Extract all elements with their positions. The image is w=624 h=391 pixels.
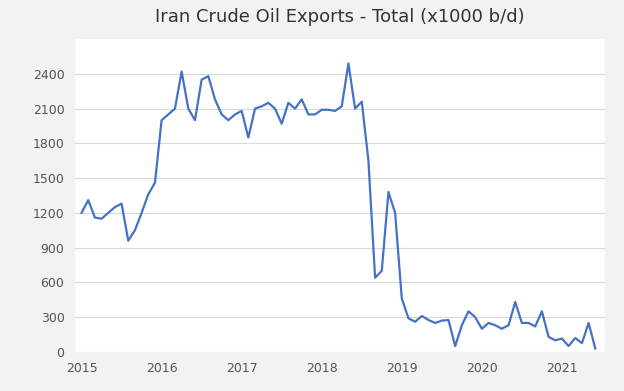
Title: Iran Crude Oil Exports - Total (x1000 b/d): Iran Crude Oil Exports - Total (x1000 b/…	[155, 9, 525, 27]
